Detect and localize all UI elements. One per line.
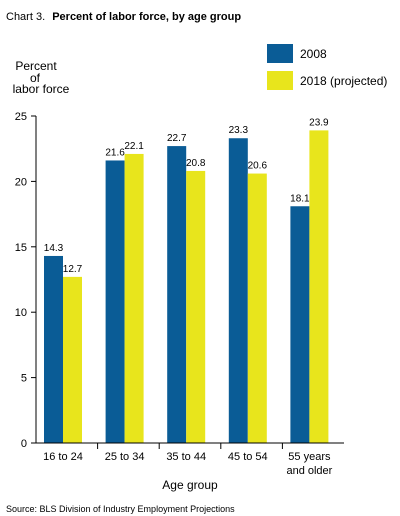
bar-value-label: 23.3 [229, 125, 249, 136]
bar [124, 153, 144, 443]
chart-title: Chart 3. Percent of labor force, by age … [6, 11, 241, 23]
bar [309, 130, 329, 443]
y-tick-label: 20 [15, 176, 27, 188]
y-axis-label-line: labor force [13, 82, 70, 96]
bar-value-label: 20.6 [248, 161, 268, 172]
source-note: Source: BLS Division of Industry Employm… [6, 504, 235, 514]
x-axis-label: Age group [162, 478, 218, 492]
x-tick-label: 25 to 34 [105, 451, 145, 463]
y-tick-label: 15 [15, 242, 27, 254]
bar-value-label: 22.7 [167, 133, 187, 144]
x-tick-label: 16 to 24 [43, 451, 83, 463]
bar [44, 255, 63, 443]
y-tick-label: 10 [15, 307, 27, 319]
bar [63, 276, 82, 443]
legend: 2008 2018 (projected) [267, 44, 387, 90]
bar-value-label: 21.6 [105, 147, 125, 158]
bar-value-label: 22.1 [124, 141, 144, 152]
bar [290, 206, 310, 443]
bar [105, 160, 125, 444]
legend-swatch [267, 44, 293, 63]
bar-value-label: 23.9 [309, 117, 329, 128]
legend-swatch [267, 71, 293, 90]
y-tick-label: 25 [15, 111, 27, 123]
plot-area: 0 5 10 15 20 25 14.3 12.7 16 to 24 21.622.1 25 to … [15, 111, 344, 477]
y-axis-label-line: Percent [15, 59, 57, 73]
bar [167, 146, 187, 444]
x-tick-label: 45 to 54 [228, 451, 268, 463]
y-axis-label-line: of [30, 71, 41, 85]
legend-label: 2018 (projected) [300, 74, 387, 88]
bar-value-label: 20.8 [186, 158, 206, 169]
x-tick-label: 35 to 44 [166, 451, 206, 463]
bar [228, 138, 248, 443]
chart-title-prefix: Chart 3. [6, 11, 45, 23]
legend-label: 2008 [300, 47, 327, 61]
bar [186, 170, 206, 443]
y-tick-label: 5 [21, 373, 27, 385]
bar [247, 173, 267, 443]
chart-title-main: Percent of labor force, by age group [52, 11, 241, 23]
bar-value-label: 14.3 [44, 243, 64, 254]
bar-value-label: 18.1 [290, 193, 310, 204]
y-tick-label: 0 [21, 438, 27, 450]
bar-value-label: 12.7 [63, 264, 83, 275]
x-tick-label: 55 years [288, 451, 331, 463]
x-tick-label: and older [286, 465, 332, 477]
